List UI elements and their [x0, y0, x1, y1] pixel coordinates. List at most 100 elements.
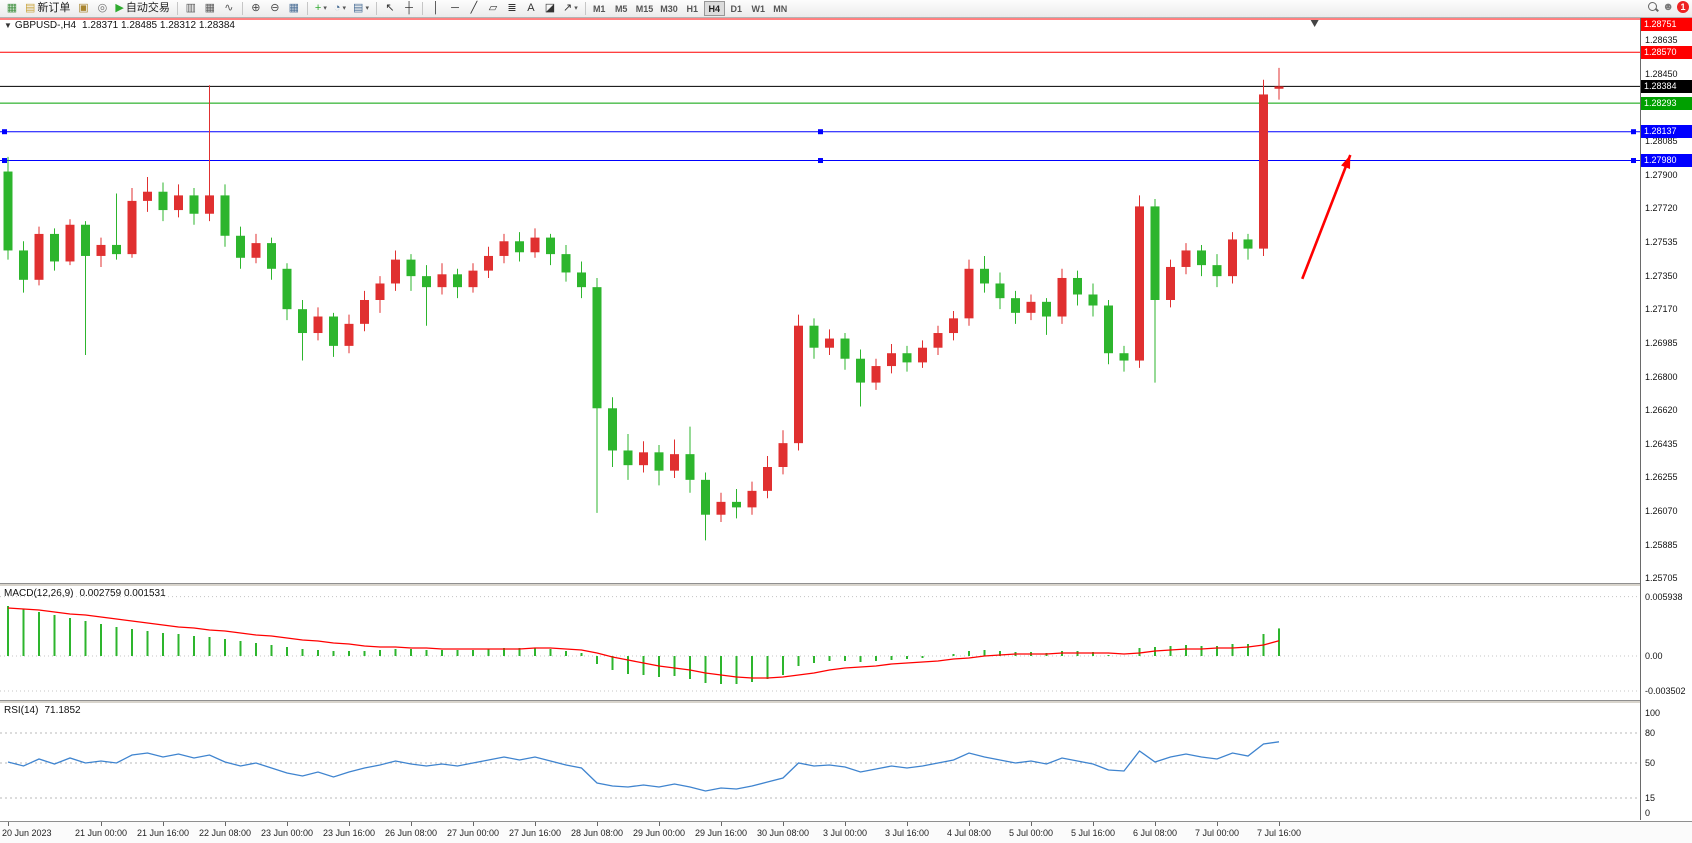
timeframe-M30[interactable]: M30: [660, 3, 678, 14]
cursor-button[interactable]: ↖: [381, 1, 399, 17]
time-tick: [411, 822, 412, 826]
macd-axis-label: -0.003502: [1645, 686, 1686, 697]
pane-separator[interactable]: [0, 700, 1692, 703]
macd-axis-label: 0.00: [1645, 651, 1663, 661]
chart-shift-marker-icon: [1310, 20, 1319, 27]
line-chart-button[interactable]: ∿: [220, 1, 238, 17]
time-axis-label: 23 Jun 00:00: [260, 828, 314, 838]
price-axis[interactable]: 1.28635 1.28450 1.28085 1.27900 1.27720 1.275…: [1640, 18, 1692, 820]
trendline-button[interactable]: ╱: [465, 1, 483, 17]
search-icon[interactable]: [1647, 1, 1659, 13]
ohlc-values: 1.28371 1.28485 1.28312 1.28384: [82, 20, 235, 31]
timeframe-M1[interactable]: M1: [592, 3, 606, 14]
channel-button[interactable]: ▱: [484, 1, 502, 17]
time-axis-label: 3 Jul 00:00: [822, 828, 868, 838]
timeframe-buttons: M1 M5 M15 M30 H1 H4 D1 W1 MN: [589, 0, 791, 17]
zoom-in-button[interactable]: ⊕: [247, 1, 265, 17]
rsi-pane[interactable]: RSI(14) 71.1852: [0, 703, 1640, 820]
macd-pane[interactable]: MACD(12,26,9) 0.002759 0.001531: [0, 586, 1640, 700]
timeframe-H4[interactable]: H4: [703, 1, 725, 16]
main-chart-canvas[interactable]: [0, 18, 1640, 583]
timeframe-M15[interactable]: M15: [635, 3, 654, 14]
notifications-button[interactable]: ◎: [93, 1, 111, 17]
timeframe-W1[interactable]: W1: [751, 3, 765, 14]
chevron-down-icon: ▾: [365, 5, 369, 12]
trend-arrow-annotation[interactable]: [1301, 154, 1352, 280]
autotrade-button[interactable]: ▶ 自动交易: [112, 1, 172, 17]
notification-count-badge[interactable]: 1: [1677, 1, 1689, 13]
macd-values: 0.002759 0.001531: [79, 588, 166, 599]
bar-chart-button[interactable]: ▥: [182, 1, 200, 17]
fibonacci-button[interactable]: ≣: [503, 1, 521, 17]
rsi-axis-label: 15: [1645, 793, 1656, 803]
toolbar: ▦ ▤ 新订单 ▣ ◎ ▶ 自动交易 ▥ ▦ ∿ ⊕ ⊖ ▦ + ▾ ◔ ▾ ▤ ▾ ↖ ┼ │ ─ ╱ ▱ ≣ A ◪ ↗ ▾ M1 M5…: [0, 0, 1692, 18]
time-tick: [8, 822, 9, 826]
vertical-line-button[interactable]: │: [427, 1, 445, 17]
candles: [3, 67, 1284, 541]
line-handle[interactable]: [2, 129, 7, 135]
zoom-out-icon: ⊖: [270, 2, 280, 14]
time-axis-label: 5 Jul 00:00: [1008, 828, 1054, 838]
templates-button[interactable]: ▤ ▾: [350, 1, 372, 17]
rsi-axis-label: 50: [1645, 758, 1656, 768]
time-axis-label: 5 Jul 16:00: [1070, 828, 1116, 838]
time-axis[interactable]: 20 Jun 2023 21 Jun 00:00 21 Jun 16:00 22 Ju…: [0, 821, 1692, 843]
timeframe-M5[interactable]: M5: [614, 3, 628, 14]
new-chart-icon: ▦: [6, 2, 18, 14]
rsi-canvas[interactable]: [0, 703, 1640, 820]
price-axis-label: 1.26435: [1645, 439, 1678, 450]
line-handle[interactable]: [818, 158, 823, 164]
indicators-button[interactable]: + ▾: [312, 1, 330, 17]
arrows-button[interactable]: ↗ ▾: [560, 1, 581, 17]
periods-button[interactable]: ◔ ▾: [331, 1, 349, 17]
new-order-button-label: 新订单: [37, 2, 71, 14]
tile-windows-button[interactable]: ▦: [285, 1, 303, 17]
time-tick: [783, 822, 784, 826]
macd-canvas[interactable]: [0, 586, 1640, 700]
candlestick-chart-button[interactable]: ▦: [201, 1, 219, 17]
toolbar-right: ☻ 1: [1647, 1, 1689, 13]
profiles-icon: ▣: [78, 2, 89, 14]
pane-separator[interactable]: [0, 583, 1692, 586]
timeframe-D1[interactable]: D1: [730, 3, 742, 14]
time-tick: [1155, 822, 1156, 826]
hline-1.27980[interactable]: [0, 158, 1640, 164]
user-account-icon[interactable]: ☻: [1662, 1, 1674, 13]
hline-1.28137[interactable]: [0, 129, 1640, 135]
time-tick: [163, 822, 164, 826]
profiles-button[interactable]: ▣: [74, 1, 92, 17]
cursor-icon: ↖: [385, 2, 395, 14]
toolbar-separator: [306, 2, 308, 15]
templates-icon: ▤: [353, 2, 364, 14]
collapse-arrow-icon[interactable]: ▼: [4, 21, 12, 30]
time-axis-label: 7 Jul 00:00: [1194, 828, 1240, 838]
time-axis-label: 28 Jun 08:00: [570, 828, 624, 838]
line-handle[interactable]: [818, 129, 823, 135]
new-order-button[interactable]: ▤ 新订单: [22, 1, 73, 17]
horizontal-line-button[interactable]: ─: [446, 1, 464, 17]
line-handle[interactable]: [1631, 158, 1636, 164]
zoom-out-button[interactable]: ⊖: [266, 1, 284, 17]
time-axis-label: 30 Jun 08:00: [756, 828, 810, 838]
line-handle[interactable]: [2, 158, 7, 164]
horizontal-line-icon: ─: [451, 2, 459, 14]
time-axis-label: 21 Jun 16:00: [136, 828, 190, 838]
timeframe-H1[interactable]: H1: [686, 3, 698, 14]
price-axis-label: 1.25705: [1645, 573, 1678, 584]
price-line-badge: 1.28570: [1641, 45, 1692, 59]
crosshair-button[interactable]: ┼: [400, 1, 418, 17]
main-chart-pane[interactable]: ▼ GBPUSD-,H4 1.28371 1.28485 1.28312 1.283…: [0, 18, 1640, 583]
text-button[interactable]: A: [522, 1, 540, 17]
time-tick: [535, 822, 536, 826]
label-button[interactable]: ◪: [541, 1, 559, 17]
label-icon: ◪: [544, 2, 556, 14]
time-tick: [287, 822, 288, 826]
rsi-title: RSI(14) 71.1852: [4, 705, 81, 716]
time-axis-label: 26 Jun 08:00: [384, 828, 438, 838]
new-chart-button[interactable]: ▦: [3, 1, 21, 17]
toolbar-separator: [421, 2, 423, 15]
autotrade-button-label: 自动交易: [125, 2, 170, 14]
price-line-badge: 1.28293: [1641, 96, 1692, 110]
line-handle[interactable]: [1631, 129, 1636, 135]
timeframe-MN[interactable]: MN: [773, 3, 788, 14]
